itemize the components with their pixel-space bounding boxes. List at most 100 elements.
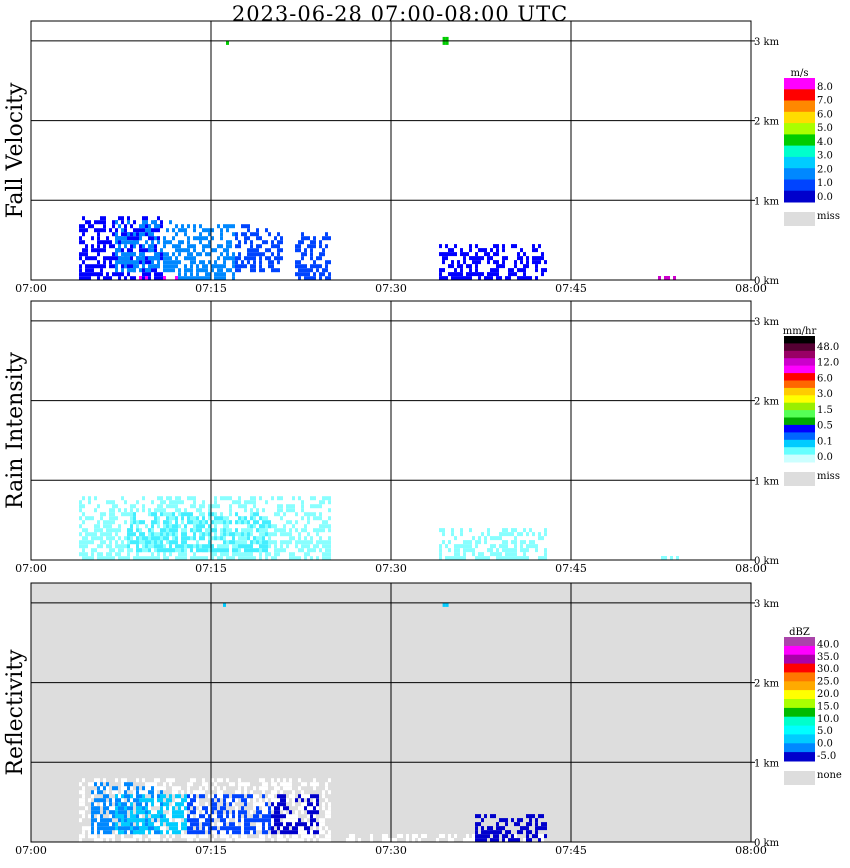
- echo-cell: [109, 834, 112, 839]
- echo-cell: [328, 830, 331, 835]
- echo-cell: [214, 524, 217, 529]
- echo-cell: [283, 778, 286, 783]
- echo-cell: [220, 228, 223, 233]
- echo-cell: [538, 838, 541, 843]
- echo-cell: [271, 826, 274, 831]
- echo-cell: [535, 544, 538, 549]
- echo-cell: [103, 532, 106, 537]
- echo-cell: [193, 244, 196, 249]
- echo-cell: [139, 252, 142, 257]
- echo-cell: [280, 838, 283, 843]
- echo-cell: [121, 256, 124, 261]
- echo-cell: [109, 798, 112, 803]
- echo-cell: [286, 544, 289, 549]
- echo-cell: [97, 264, 100, 269]
- echo-cell: [325, 524, 328, 529]
- echo-cell: [232, 826, 235, 831]
- echo-cell: [316, 834, 319, 839]
- echo-cell: [91, 556, 94, 561]
- echo-cell: [268, 810, 271, 815]
- echo-cell: [310, 834, 313, 839]
- echo-cell: [151, 236, 154, 241]
- echo-cell: [130, 264, 133, 269]
- echo-cell: [193, 228, 196, 233]
- echo-cell: [322, 252, 325, 257]
- echo-cell: [481, 256, 484, 261]
- echo-cell: [241, 822, 244, 827]
- echo-cell: [148, 260, 151, 265]
- echo-cell: [283, 532, 286, 537]
- echo-cell: [82, 794, 85, 799]
- echo-cell: [151, 528, 154, 533]
- echo-cell: [475, 822, 478, 827]
- echo-cell: [250, 516, 253, 521]
- echo-cell: [223, 602, 226, 607]
- echo-cell: [151, 536, 154, 541]
- echo-cell: [166, 504, 169, 509]
- echo-cell: [82, 826, 85, 831]
- echo-cell: [292, 790, 295, 795]
- echo-cell: [295, 244, 298, 249]
- echo-cell: [193, 810, 196, 815]
- echo-cell: [103, 806, 106, 811]
- echo-cell: [220, 794, 223, 799]
- echo-cell: [313, 496, 316, 501]
- echo-cell: [496, 556, 499, 561]
- echo-cell: [196, 544, 199, 549]
- echo-cell: [421, 834, 424, 838]
- echo-cell: [163, 508, 166, 513]
- echo-cell: [232, 794, 235, 799]
- echo-cell: [127, 532, 130, 537]
- echo-cell: [154, 548, 157, 553]
- echo-cell: [325, 838, 328, 843]
- time-tick-label: 08:00: [735, 562, 767, 575]
- echo-cell: [253, 536, 256, 541]
- echo-cell: [445, 276, 448, 281]
- echo-cell: [112, 536, 115, 541]
- echo-cell: [208, 794, 211, 799]
- echo-cell: [181, 552, 184, 557]
- echo-cell: [520, 532, 523, 537]
- echo-cell: [241, 806, 244, 811]
- echo-cell: [196, 838, 199, 843]
- echo-cell: [250, 532, 253, 537]
- echo-cell: [247, 528, 250, 533]
- echo-cell: [175, 790, 178, 795]
- echo-cell: [157, 256, 160, 261]
- echo-cell: [187, 512, 190, 517]
- echo-cell: [130, 512, 133, 517]
- echo-cell: [124, 790, 127, 795]
- echo-cell: [154, 826, 157, 831]
- echo-cell: [205, 520, 208, 525]
- echo-cell: [136, 794, 139, 799]
- echo-cell: [187, 276, 190, 281]
- echo-cell: [265, 520, 268, 525]
- echo-cell: [157, 224, 160, 229]
- echo-cell: [160, 224, 163, 229]
- legend-swatch: [784, 78, 815, 90]
- echo-cell: [265, 540, 268, 545]
- echo-cell: [79, 524, 82, 529]
- echo-cell: [460, 276, 463, 281]
- echo-cell: [271, 790, 274, 795]
- echo-cell: [313, 786, 316, 791]
- echo-cell: [97, 276, 100, 281]
- echo-cell: [100, 228, 103, 233]
- echo-cell: [133, 268, 136, 273]
- legend-missing-label: none: [817, 770, 842, 781]
- echo-cell: [214, 512, 217, 517]
- echo-cell: [97, 822, 100, 827]
- echo-cell: [250, 790, 253, 795]
- echo-cell: [298, 556, 301, 561]
- echo-cell: [301, 272, 304, 277]
- echo-cell: [541, 536, 544, 541]
- echo-cell: [322, 790, 325, 795]
- echo-cell: [100, 512, 103, 517]
- echo-cell: [130, 244, 133, 249]
- echo-cell: [502, 264, 505, 269]
- legend-label: 12.0: [817, 358, 839, 369]
- echo-cell: [256, 252, 259, 257]
- echo-cell: [304, 552, 307, 557]
- echo-cell: [196, 236, 199, 241]
